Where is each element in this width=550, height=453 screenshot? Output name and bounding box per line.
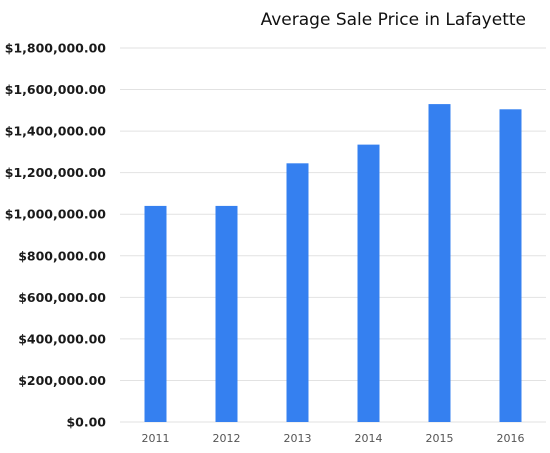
y-tick-label: $400,000.00 — [18, 331, 106, 346]
bar-2013 — [286, 163, 309, 423]
y-tick-label: $1,600,000.00 — [5, 82, 107, 97]
x-tick-label: 2015 — [426, 432, 454, 445]
y-tick-label: $800,000.00 — [18, 248, 106, 263]
y-tick-label: $0.00 — [66, 415, 106, 430]
x-tick-label: 2011 — [142, 432, 170, 445]
bar-2014 — [357, 144, 380, 422]
y-tick-label: $1,800,000.00 — [5, 41, 107, 56]
bar-2015 — [428, 104, 451, 422]
chart-title: Average Sale Price in Lafayette — [260, 10, 526, 30]
bar-2016 — [499, 109, 522, 423]
y-tick-label: $1,000,000.00 — [5, 207, 107, 222]
y-tick-label: $1,200,000.00 — [5, 165, 107, 180]
y-tick-label: $200,000.00 — [18, 373, 106, 388]
x-tick-label: 2014 — [355, 432, 383, 445]
x-tick-label: 2016 — [497, 432, 525, 445]
bar-2011 — [144, 205, 167, 422]
bar-2012 — [215, 205, 238, 422]
x-tick-label: 2012 — [213, 432, 241, 445]
x-tick-label: 2013 — [284, 432, 312, 445]
y-tick-label: $600,000.00 — [18, 290, 106, 305]
y-tick-label: $1,400,000.00 — [5, 124, 107, 139]
